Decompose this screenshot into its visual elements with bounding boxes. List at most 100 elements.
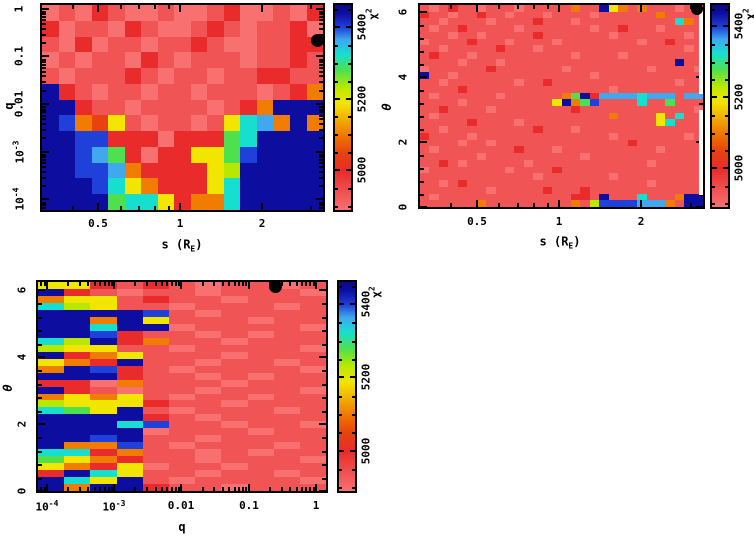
- heatmap-cell: [429, 166, 439, 174]
- y-minor-tick: [322, 303, 326, 305]
- heatmap-cell: [486, 5, 496, 12]
- heatmap-cell: [457, 5, 468, 12]
- heatmap-cell: [486, 159, 496, 167]
- heatmap-cell: [542, 45, 553, 53]
- heatmap-cell: [467, 58, 477, 66]
- y-minor-tick: [319, 106, 323, 108]
- heatmap-cell: [608, 45, 619, 53]
- heatmap-cell: [542, 31, 553, 39]
- x-minor-tick: [517, 5, 519, 9]
- heatmap-cell: [141, 5, 158, 21]
- y-major-tick: [316, 151, 323, 153]
- heatmap-cell: [299, 337, 327, 345]
- heatmap-cell: [599, 25, 609, 32]
- heatmap-cell: [429, 200, 439, 208]
- heatmap-cell: [64, 344, 91, 352]
- x-minor-tick: [533, 5, 535, 9]
- heatmap-cell: [448, 126, 458, 133]
- heatmap-cell: [221, 393, 248, 401]
- heatmap-cell: [646, 79, 656, 86]
- y-minor-tick: [319, 71, 323, 73]
- x-minor-tick: [138, 206, 140, 210]
- heatmap-cell: [174, 83, 191, 100]
- heatmap-cell: [627, 180, 638, 187]
- heatmap-cell: [168, 344, 196, 352]
- heatmap-cell: [42, 68, 59, 84]
- colorbar-minor-tick: [348, 206, 351, 208]
- heatmap-cell: [665, 99, 675, 107]
- colorbar-tick-label: 5200: [359, 363, 373, 391]
- heatmap-cell: [571, 126, 581, 133]
- heatmap-cell: [457, 79, 468, 86]
- heatmap-cell: [589, 146, 600, 154]
- x-major-tick: [46, 484, 48, 491]
- heatmap-cell: [195, 358, 222, 366]
- x-minor-tick: [242, 487, 244, 491]
- heatmap-cell: [637, 106, 647, 113]
- heatmap-cell: [223, 68, 241, 84]
- y-tick-label: 4: [15, 353, 29, 361]
- heatmap-cell: [608, 180, 619, 187]
- heatmap-cell: [533, 25, 543, 32]
- heatmap-cell: [64, 477, 91, 485]
- heatmap-cell: [561, 72, 571, 80]
- heatmap-cell: [420, 79, 430, 86]
- heatmap-cell: [467, 11, 477, 19]
- heatmap-cell: [141, 52, 158, 69]
- heatmap-cell: [495, 112, 505, 120]
- heatmap-cell: [457, 112, 468, 120]
- heatmap-cell: [429, 5, 439, 12]
- heatmap-cell: [157, 131, 175, 147]
- heatmap-cell: [533, 52, 543, 59]
- heatmap-cell: [571, 99, 581, 107]
- heatmap-row: [420, 31, 704, 39]
- heatmap-cell: [467, 106, 477, 113]
- heatmap-cell: [247, 316, 274, 324]
- heatmap-cell: [429, 18, 439, 26]
- x-major-tick: [46, 282, 48, 289]
- heatmap-cell: [618, 166, 628, 174]
- heatmap-cell: [637, 180, 647, 187]
- heatmap-cell: [684, 132, 694, 140]
- heatmap-cell: [299, 435, 327, 443]
- heatmap-cell: [599, 166, 609, 174]
- heatmap-cell: [195, 428, 222, 436]
- heatmap-cell: [467, 45, 477, 53]
- heatmap-cell: [157, 5, 175, 21]
- heatmap-cell: [476, 106, 487, 113]
- heatmap-cell: [124, 5, 142, 21]
- heatmap-cell: [495, 11, 505, 19]
- heatmap-cell: [429, 11, 439, 19]
- heatmap-cell: [665, 159, 675, 167]
- heatmap-cell: [289, 178, 307, 195]
- heatmap-cell: [486, 99, 496, 107]
- heatmap-cell: [240, 115, 257, 132]
- heatmap-cell: [486, 31, 496, 39]
- heatmap-cell: [674, 119, 685, 127]
- heatmap-cell: [90, 295, 117, 303]
- x-axis-title-panel-qtheta: q: [178, 520, 186, 534]
- heatmap-cell: [618, 18, 628, 26]
- heatmap-cell: [533, 166, 543, 174]
- heatmap-cell: [542, 166, 553, 174]
- heatmap-cell: [157, 162, 175, 179]
- heatmap-cell: [561, 79, 571, 86]
- heatmap-cell: [571, 200, 581, 208]
- y-minor-tick: [322, 411, 326, 413]
- heatmap-row: [38, 288, 327, 296]
- colorbar-major-tick: [712, 167, 717, 169]
- heatmap-cell: [571, 52, 581, 59]
- heatmap-cell: [618, 65, 628, 73]
- colorbar-minor-tick: [725, 186, 728, 188]
- heatmap-cell: [448, 139, 458, 147]
- colorbar-minor-tick: [725, 79, 728, 81]
- heatmap-cell: [299, 323, 327, 331]
- y-minor-tick: [319, 13, 323, 15]
- heatmap-cell: [523, 92, 534, 100]
- heatmap-cell: [646, 200, 656, 208]
- heatmap-cell: [637, 153, 647, 160]
- heatmap-cell: [223, 52, 241, 69]
- heatmap-cell: [420, 112, 430, 120]
- y-major-tick: [42, 55, 49, 57]
- y-minor-tick: [319, 111, 323, 113]
